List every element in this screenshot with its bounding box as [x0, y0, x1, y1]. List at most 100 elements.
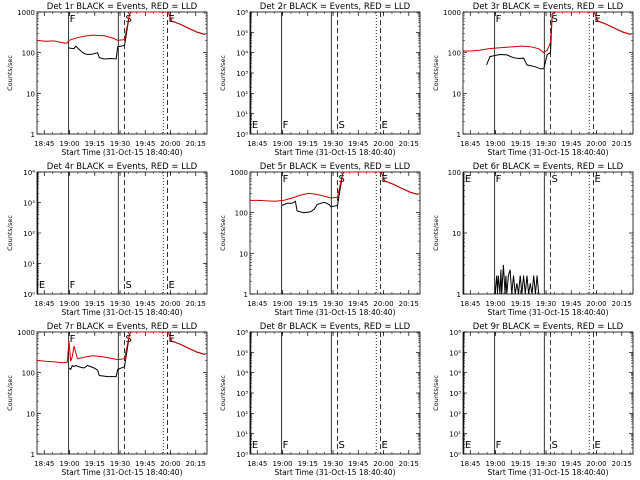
y-tick-label: 10⁴	[449, 370, 461, 378]
y-tick-label: 10	[239, 250, 248, 258]
chart-title: Det 2r BLACK = Events, RED = LLD	[260, 2, 411, 12]
chart-title: Det 4r BLACK = Events, RED = LLD	[47, 162, 198, 172]
x-tick-label: 18:45	[247, 300, 267, 308]
series-lld	[36, 331, 206, 364]
marker-label: F	[70, 334, 76, 345]
y-tick-label: 1	[31, 451, 35, 459]
y-axis-label: Counts/sec	[219, 55, 227, 91]
x-tick-label: 19:00	[485, 140, 505, 148]
x-tick-label: 19:30	[536, 460, 556, 468]
series-lld	[36, 11, 206, 44]
x-tick-label: 19:30	[323, 300, 343, 308]
y-tick-label: 10	[452, 230, 461, 238]
marker-label: S	[339, 440, 345, 451]
x-tick-label: 19:15	[298, 140, 318, 148]
x-tick-label: 20:00	[373, 460, 393, 468]
x-tick-label: 19:00	[485, 300, 505, 308]
marker-label: E	[465, 174, 471, 185]
y-tick-label: 10⁴	[236, 370, 248, 378]
y-tick-label: 10⁴	[23, 169, 35, 177]
x-tick-label: 20:00	[373, 140, 393, 148]
y-tick-label: 10⁵	[449, 349, 461, 357]
marker-label: E	[39, 280, 45, 291]
y-tick-label: 100	[22, 50, 35, 58]
y-tick-label: 10²	[236, 90, 248, 98]
y-tick-label: 10³	[449, 390, 461, 398]
y-tick-label: 10	[26, 410, 35, 418]
x-axis-label: Start Time (31-Oct-15 18:40:40)	[274, 468, 395, 477]
y-tick-label: 10¹	[236, 431, 248, 439]
chart-panel-4r: Det 4r BLACK = Events, RED = LLD 10⁰ 10¹ 10…	[6, 162, 208, 317]
x-tick-label: 19:15	[298, 300, 318, 308]
x-tick-label: 19:45	[348, 460, 368, 468]
y-tick-label: 10⁵	[236, 29, 248, 37]
x-tick-label: 18:45	[460, 460, 480, 468]
y-tick-label: 1	[457, 291, 461, 299]
marker-label: F	[283, 174, 289, 185]
x-tick-label: 19:15	[511, 300, 531, 308]
x-tick-label: 19:30	[110, 300, 130, 308]
marker-label: E	[465, 440, 471, 451]
x-tick-label: 19:45	[561, 300, 581, 308]
x-tick-label: 20:00	[160, 140, 180, 148]
chart-title: Det 9r BLACK = Events, RED = LLD	[473, 322, 624, 332]
x-tick-label: 19:30	[110, 460, 130, 468]
x-tick-label: 20:00	[160, 300, 180, 308]
x-tick-label: 20:15	[399, 140, 419, 148]
x-tick-label: 18:45	[34, 300, 54, 308]
marker-label: S	[126, 280, 132, 291]
plot-frame	[462, 171, 634, 295]
series-events	[494, 264, 541, 295]
x-tick-label: 18:45	[34, 460, 54, 468]
x-tick-label: 20:00	[373, 300, 393, 308]
plot-frame	[249, 331, 421, 455]
x-tick-label: 20:15	[186, 140, 206, 148]
marker-label: F	[496, 174, 502, 185]
y-tick-label: 1	[457, 131, 461, 139]
y-tick-label: 100	[448, 50, 461, 58]
x-axis-label: Start Time (31-Oct-15 18:40:40)	[61, 468, 182, 477]
y-axis-label: Counts/sec	[219, 215, 227, 251]
chart-title: Det 5r BLACK = Events, RED = LLD	[260, 162, 411, 172]
x-tick-label: 19:45	[561, 460, 581, 468]
marker-label: F	[283, 120, 289, 131]
y-tick-label: 10²	[23, 230, 35, 238]
x-tick-label: 19:00	[485, 460, 505, 468]
y-tick-label: 10³	[236, 70, 248, 78]
y-tick-label: 10²	[236, 410, 248, 418]
x-tick-label: 19:00	[272, 140, 292, 148]
x-tick-label: 19:30	[323, 460, 343, 468]
x-axis-label: Start Time (31-Oct-15 18:40:40)	[487, 308, 608, 317]
x-tick-label: 18:45	[460, 140, 480, 148]
y-tick-label: 10	[452, 90, 461, 98]
x-tick-label: 19:45	[348, 300, 368, 308]
x-tick-label: 19:15	[511, 460, 531, 468]
y-tick-label: 10⁶	[236, 9, 248, 17]
y-axis-label: Counts/sec	[219, 375, 227, 411]
plot-frame	[249, 11, 421, 135]
x-tick-label: 18:45	[460, 300, 480, 308]
y-tick-label: 1	[31, 131, 35, 139]
x-axis-label: Start Time (31-Oct-15 18:40:40)	[487, 148, 608, 157]
marker-label: S	[552, 14, 558, 25]
x-tick-label: 19:00	[59, 300, 79, 308]
marker-label: E	[594, 174, 600, 185]
x-tick-label: 19:00	[272, 300, 292, 308]
x-tick-label: 19:00	[59, 140, 79, 148]
x-tick-label: 20:15	[186, 300, 206, 308]
y-tick-label: 1000	[443, 9, 461, 17]
chart-title: Det 3r BLACK = Events, RED = LLD	[473, 2, 624, 12]
x-tick-label: 19:15	[85, 460, 105, 468]
plot-frame	[36, 331, 208, 455]
x-tick-label: 18:45	[247, 140, 267, 148]
x-tick-label: 20:15	[186, 460, 206, 468]
series-lld	[463, 11, 632, 54]
chart-panel-1r: Det 1r BLACK = Events, RED = LLD 1 10 100 10…	[6, 2, 208, 157]
y-tick-label: 10⁵	[236, 349, 248, 357]
x-tick-label: 20:00	[160, 460, 180, 468]
y-axis-label: Counts/sec	[432, 215, 440, 251]
marker-label: F	[496, 440, 502, 451]
y-tick-label: 10⁶	[449, 329, 461, 337]
marker-label: E	[252, 120, 258, 131]
y-tick-label: 1000	[17, 9, 35, 17]
